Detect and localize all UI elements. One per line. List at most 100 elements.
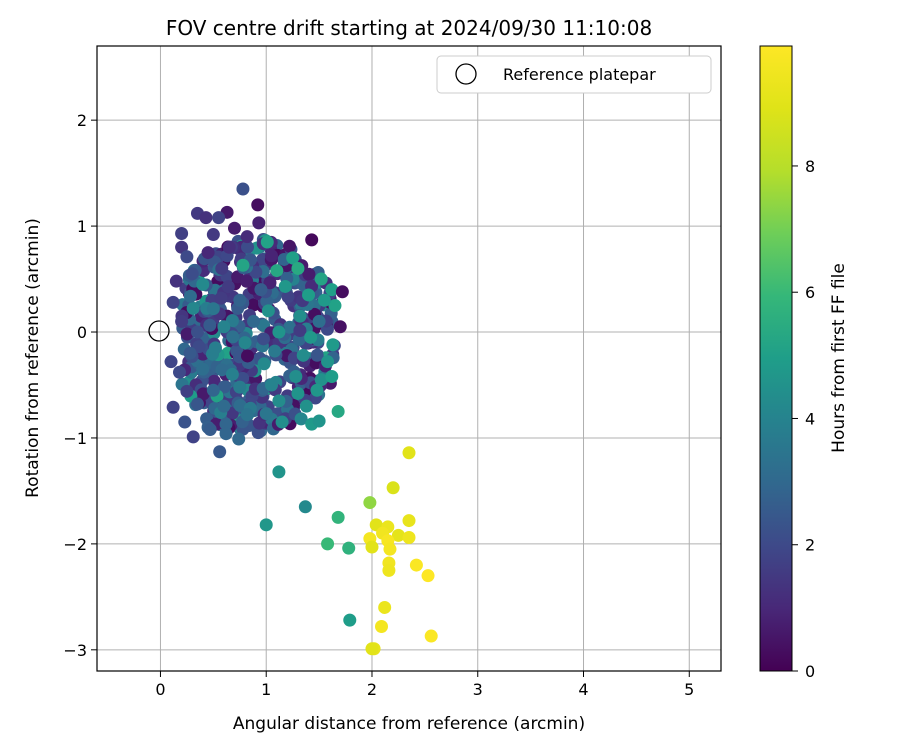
scatter-point bbox=[268, 344, 282, 358]
scatter-point bbox=[206, 228, 220, 242]
scatter-point bbox=[402, 531, 416, 545]
scatter-point bbox=[261, 304, 275, 318]
colorbar-tick-label: 4 bbox=[805, 409, 815, 428]
scatter-point bbox=[238, 336, 252, 350]
scatter-point bbox=[192, 340, 206, 354]
scatter-point bbox=[226, 330, 240, 344]
scatter-point bbox=[236, 182, 250, 196]
scatter-point bbox=[219, 417, 233, 431]
scatter-point bbox=[275, 415, 289, 429]
plot-frame bbox=[96, 45, 722, 672]
x-tick-label: 0 bbox=[155, 680, 165, 699]
scatter-point bbox=[225, 367, 239, 381]
scatter-point bbox=[386, 481, 400, 495]
scatter-point bbox=[263, 276, 277, 290]
scatter-point bbox=[409, 558, 423, 572]
scatter-point bbox=[222, 240, 236, 254]
scatter-point bbox=[241, 240, 255, 254]
scatter-point bbox=[335, 285, 349, 299]
y-axis-label: Rotation from reference (arcmin) bbox=[23, 218, 43, 498]
legend-box bbox=[436, 55, 712, 94]
scatter-point bbox=[233, 399, 247, 413]
colorbar: 0 2 4 6 8 Hours from first FF file bbox=[759, 45, 849, 681]
scatter-point bbox=[240, 274, 254, 288]
scatter-point bbox=[270, 264, 284, 278]
scatter-point bbox=[201, 246, 215, 260]
scatter-point bbox=[294, 412, 308, 426]
scatter-point bbox=[293, 323, 307, 337]
scatter-point bbox=[302, 288, 316, 302]
scatter-point bbox=[289, 370, 303, 384]
scatter-point bbox=[328, 299, 342, 313]
x-axis-ticks: 0 1 2 3 4 5 bbox=[155, 671, 694, 699]
chart-title: FOV centre drift starting at 2024/09/30 … bbox=[166, 16, 652, 40]
scatter-point bbox=[236, 258, 250, 272]
x-tick-label: 4 bbox=[578, 680, 588, 699]
scatter-point bbox=[265, 378, 279, 392]
scatter-point bbox=[282, 239, 296, 253]
scatter-point bbox=[254, 283, 268, 297]
scatter-point bbox=[257, 357, 271, 371]
x-tick-label: 1 bbox=[261, 680, 271, 699]
scatter-point bbox=[317, 293, 331, 307]
scatter-point bbox=[281, 290, 295, 304]
scatter-point bbox=[241, 349, 255, 363]
scatter-point bbox=[283, 320, 297, 334]
x-tick-label: 3 bbox=[473, 680, 483, 699]
scatter-point bbox=[291, 261, 305, 275]
scatter-point bbox=[299, 399, 313, 413]
scatter-point bbox=[256, 332, 270, 346]
scatter-point bbox=[233, 293, 247, 307]
scatter-point bbox=[304, 330, 318, 344]
scatter-point bbox=[378, 600, 392, 614]
scatter-point bbox=[196, 362, 210, 376]
scatter-point bbox=[247, 314, 261, 328]
scatter-point bbox=[203, 422, 217, 436]
scatter-point bbox=[305, 233, 319, 247]
scatter-point bbox=[185, 267, 199, 281]
scatter-point bbox=[186, 301, 200, 315]
scatter-point bbox=[232, 432, 246, 446]
scatter-point bbox=[196, 387, 210, 401]
scatter-point bbox=[196, 277, 210, 291]
scatter-point bbox=[314, 373, 328, 387]
scatter-point bbox=[325, 370, 339, 384]
reference-platepar-marker bbox=[148, 320, 170, 342]
scatter-point bbox=[183, 346, 197, 360]
scatter-point bbox=[331, 510, 345, 524]
scatter-point bbox=[291, 386, 305, 400]
scatter-point bbox=[251, 198, 265, 212]
colorbar-tick-label: 0 bbox=[805, 662, 815, 681]
y-tick-label: −2 bbox=[63, 535, 87, 554]
scatter-point bbox=[272, 394, 286, 408]
scatter-point bbox=[208, 341, 222, 355]
y-tick-label: 0 bbox=[77, 323, 87, 342]
x-tick-label: 5 bbox=[684, 680, 694, 699]
scatter-point bbox=[180, 327, 194, 341]
scatter-point bbox=[310, 383, 324, 397]
legend-entry-reference: Reference platepar bbox=[503, 65, 656, 84]
scatter-point bbox=[180, 250, 194, 264]
colorbar-gradient bbox=[759, 45, 793, 672]
scatter-point bbox=[342, 541, 356, 555]
y-tick-label: −3 bbox=[63, 641, 87, 660]
x-axis-label: Angular distance from reference (arcmin) bbox=[233, 714, 585, 734]
scatter-point bbox=[375, 620, 389, 634]
scatter-point bbox=[382, 563, 396, 577]
scatter-point bbox=[175, 240, 189, 254]
scatter-point bbox=[321, 355, 335, 369]
scatter-point bbox=[219, 427, 233, 441]
scatter-point bbox=[314, 272, 328, 286]
scatter-point bbox=[240, 230, 254, 244]
scatter-point bbox=[363, 496, 377, 510]
scatter-point bbox=[424, 629, 438, 643]
scatter-point bbox=[233, 380, 247, 394]
scatter-point bbox=[310, 348, 324, 362]
scatter-point bbox=[421, 569, 435, 583]
scatter-point bbox=[206, 302, 220, 316]
scatter-point bbox=[391, 528, 405, 542]
scatter-point bbox=[227, 221, 241, 235]
scatter-point bbox=[325, 283, 339, 297]
y-tick-label: −1 bbox=[63, 429, 87, 448]
